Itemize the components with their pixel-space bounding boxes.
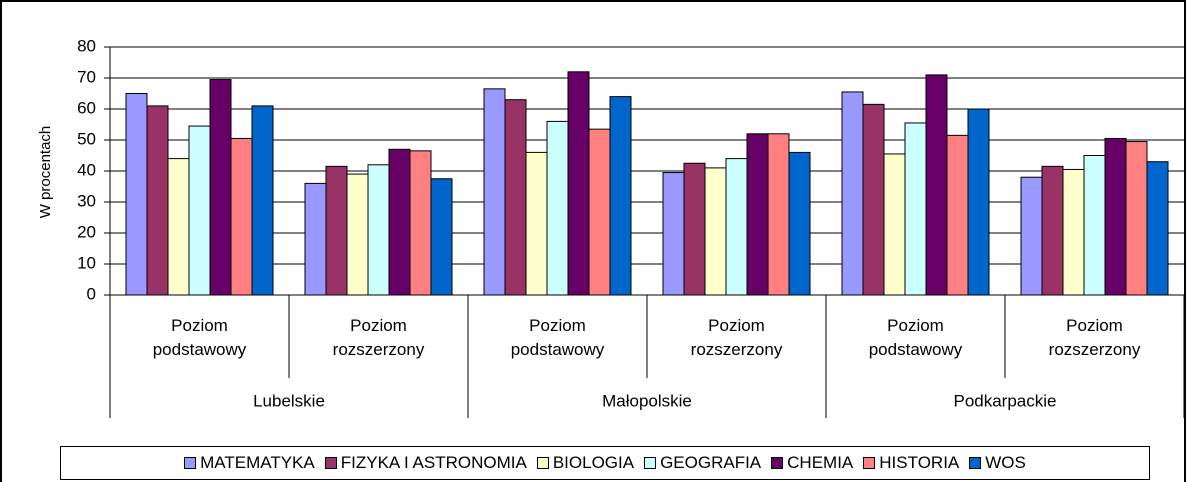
legend-item: MATEMATYKA <box>184 453 315 473</box>
bar <box>167 158 190 296</box>
bar <box>1125 141 1148 296</box>
bar <box>483 88 506 296</box>
legend-item: CHEMIA <box>771 453 853 473</box>
bar <box>525 151 548 296</box>
bar <box>767 133 790 296</box>
legend-label: MATEMATYKA <box>200 453 315 472</box>
bar <box>430 178 453 296</box>
legend-item: HISTORIA <box>863 453 959 473</box>
x-tick-label: Poziom podstawowy <box>510 316 605 359</box>
bar <box>1146 161 1169 296</box>
bar <box>967 108 990 296</box>
bar <box>188 125 211 296</box>
legend-swatch <box>644 457 657 469</box>
bar <box>546 120 569 296</box>
y-tick-label: 10 <box>77 253 96 272</box>
x-tick-label: Poziom rozszerzony <box>332 316 425 359</box>
bar <box>1104 137 1127 296</box>
y-axis-label: W procentach <box>37 126 54 219</box>
bar <box>1062 168 1085 296</box>
legend-item: BIOLOGIA <box>536 453 635 473</box>
bar <box>1041 165 1064 296</box>
bar <box>304 182 327 296</box>
group-label: Podkarpackie <box>953 391 1056 410</box>
bar <box>746 133 769 296</box>
bar <box>367 164 390 296</box>
legend-swatch <box>536 457 549 469</box>
bar <box>1083 155 1106 296</box>
legend-label: GEOGRAFIA <box>660 453 762 472</box>
legend-item: FIZYKA I ASTRONOMIA <box>324 453 527 473</box>
x-tick-label: Poziom podstawowy <box>868 316 963 359</box>
legend-item: WOS <box>969 453 1026 473</box>
bar <box>788 151 811 296</box>
legend-label: HISTORIA <box>879 453 960 472</box>
y-tick-label: 60 <box>77 98 96 117</box>
legend-label: BIOLOGIA <box>552 453 635 472</box>
legend-swatch <box>324 457 337 469</box>
bar <box>588 128 611 296</box>
bar <box>662 172 685 296</box>
bar <box>125 93 148 296</box>
legend-label: WOS <box>985 453 1026 472</box>
x-tick-label: Poziom podstawowy <box>152 316 247 359</box>
bar <box>946 134 969 296</box>
bar <box>609 96 632 296</box>
bar <box>883 153 906 296</box>
legend-swatch <box>969 457 982 469</box>
bar <box>251 105 274 296</box>
y-tick-label: 20 <box>77 222 96 241</box>
legend-swatch <box>771 457 784 469</box>
legend-label: CHEMIA <box>787 453 854 472</box>
bar <box>230 137 253 296</box>
bar <box>904 122 927 296</box>
legend-swatch <box>863 457 876 469</box>
bar <box>704 167 727 296</box>
bar <box>504 99 527 296</box>
bar <box>841 91 864 296</box>
y-tick-label: 40 <box>77 160 96 179</box>
y-tick-label: 70 <box>77 67 96 86</box>
x-tick-label: Poziom rozszerzony <box>1048 316 1141 359</box>
bar <box>209 79 232 296</box>
group-label: Małopolskie <box>602 391 692 410</box>
group-label: Lubelskie <box>253 391 325 410</box>
bar <box>683 162 706 296</box>
bar <box>346 173 369 296</box>
x-tick-label: Poziom rozszerzony <box>690 316 783 359</box>
bar <box>1020 176 1043 296</box>
bar <box>146 105 169 296</box>
legend-item: GEOGRAFIA <box>644 453 761 473</box>
y-tick-label: 80 <box>77 36 96 55</box>
bar <box>567 71 590 296</box>
y-tick-label: 30 <box>77 191 96 210</box>
bar <box>925 74 948 296</box>
legend-label: FIZYKA I ASTRONOMIA <box>340 453 527 472</box>
legend: MATEMATYKA FIZYKA I ASTRONOMIA BIOLOGIA GEO… <box>60 446 1150 480</box>
bar <box>725 158 748 296</box>
legend-swatch <box>184 457 197 469</box>
bar <box>409 150 432 296</box>
bar <box>325 165 348 296</box>
y-tick-label: 50 <box>77 129 96 148</box>
y-tick-label: 0 <box>87 284 96 303</box>
bar <box>862 103 885 296</box>
bar <box>388 148 411 296</box>
